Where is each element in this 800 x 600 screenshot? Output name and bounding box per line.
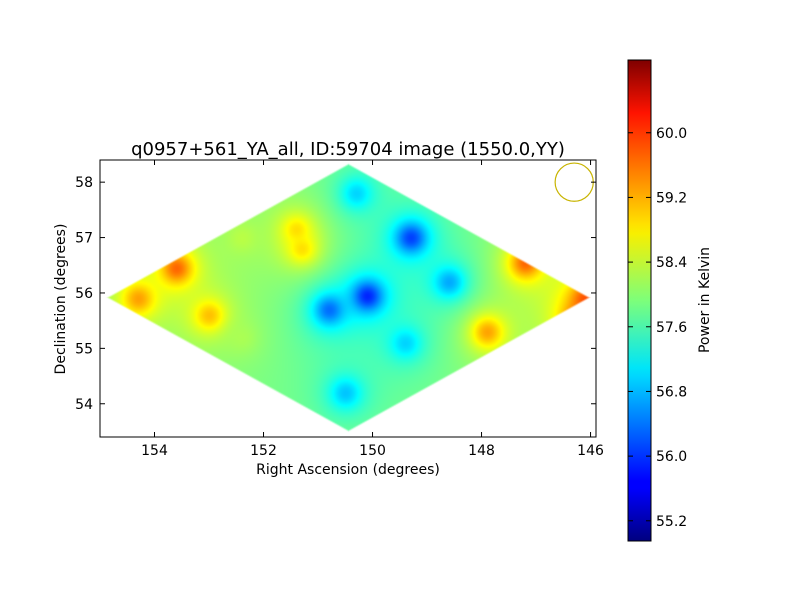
y-tick-label: 56 <box>75 286 93 302</box>
y-tick-label: 58 <box>75 175 93 191</box>
x-tick-label: 152 <box>250 443 277 459</box>
colorbar <box>627 59 652 542</box>
colorbar-label: Power in Kelvin <box>697 247 713 353</box>
colorbar-tick-label: 59.2 <box>656 190 687 206</box>
plot-frame <box>99 159 597 438</box>
y-axis: 54 55 56 57 58 <box>75 175 596 413</box>
chart-title: q0957+561_YA_all, ID:59704 image (1550.0… <box>131 139 565 160</box>
colorbar-tick-label: 57.6 <box>656 320 687 336</box>
x-tick-label: 150 <box>359 443 386 459</box>
y-tick-label: 54 <box>75 397 93 413</box>
colorbar-tick-label: 56.8 <box>656 384 687 400</box>
heatmap-image <box>100 160 596 437</box>
colorbar-tick-label: 58.4 <box>656 255 687 271</box>
y-tick-label: 55 <box>75 341 93 357</box>
colorbar-ticks: 55.2 56.0 56.8 57.6 58.4 59.2 60.0 <box>628 126 687 530</box>
x-axis: 154 152 150 148 146 <box>141 160 604 459</box>
x-tick-label: 148 <box>468 443 495 459</box>
y-tick-label: 57 <box>75 231 93 247</box>
colorbar-tick-label: 55.2 <box>656 514 687 530</box>
y-axis-label: Declination (degrees) <box>53 224 69 375</box>
x-tick-label: 154 <box>141 443 168 459</box>
x-tick-label: 146 <box>577 443 604 459</box>
colorbar-tick-label: 56.0 <box>656 449 687 465</box>
x-axis-label: Right Ascension (degrees) <box>256 462 440 478</box>
colorbar-tick-label: 60.0 <box>656 126 687 142</box>
heatmap-area <box>100 160 596 437</box>
